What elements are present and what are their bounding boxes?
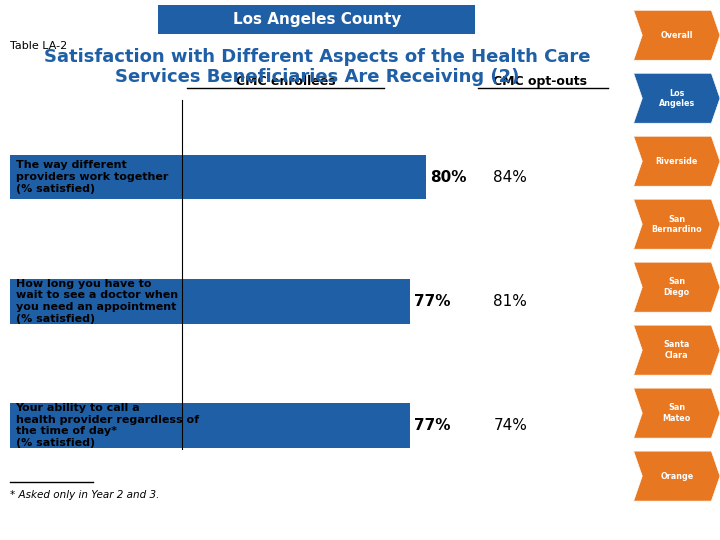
Text: How long you have to
wait to see a doctor when
you need an appointment
(% satisf: How long you have to wait to see a docto…	[16, 279, 178, 323]
Text: 80%: 80%	[430, 170, 467, 185]
Text: Satisfaction with Different Aspects of the Health Care: Satisfaction with Different Aspects of t…	[43, 48, 590, 66]
Text: Los
Angeles: Los Angeles	[659, 89, 695, 108]
Text: 42: 42	[667, 517, 687, 531]
Text: Table LA-2: Table LA-2	[10, 41, 68, 51]
Text: Orange: Orange	[660, 471, 693, 481]
Text: CMC enrollees: CMC enrollees	[236, 75, 336, 89]
Text: 84%: 84%	[493, 170, 527, 185]
Text: Your ability to call a
health provider regardless of
the time of day*
(% satisfi: Your ability to call a health provider r…	[16, 403, 199, 448]
Bar	[10, 403, 410, 448]
Text: San
Diego: San Diego	[664, 278, 690, 297]
FancyBboxPatch shape	[158, 5, 475, 33]
Text: 81%: 81%	[493, 294, 527, 309]
Text: San
Bernardino: San Bernardino	[652, 214, 702, 234]
Text: San
Mateo: San Mateo	[662, 403, 691, 423]
Text: Santa
Clara: Santa Clara	[664, 340, 690, 360]
Text: 77%: 77%	[415, 418, 451, 433]
Text: CMC opt-outs: CMC opt-outs	[493, 75, 588, 89]
Text: 77%: 77%	[415, 294, 451, 309]
Text: Los Angeles County: Los Angeles County	[233, 12, 401, 27]
Text: Services Beneficiaries Are Receiving (2): Services Beneficiaries Are Receiving (2)	[114, 68, 519, 86]
Text: * Asked only in Year 2 and 3.: * Asked only in Year 2 and 3.	[10, 490, 160, 501]
Text: The way different
providers work together
(% satisfied): The way different providers work togethe…	[16, 160, 168, 194]
Text: Riverside: Riverside	[656, 157, 698, 166]
Bar	[10, 154, 426, 199]
Bar	[10, 279, 410, 323]
Text: 74%: 74%	[493, 418, 527, 433]
Text: Overall: Overall	[660, 31, 693, 40]
